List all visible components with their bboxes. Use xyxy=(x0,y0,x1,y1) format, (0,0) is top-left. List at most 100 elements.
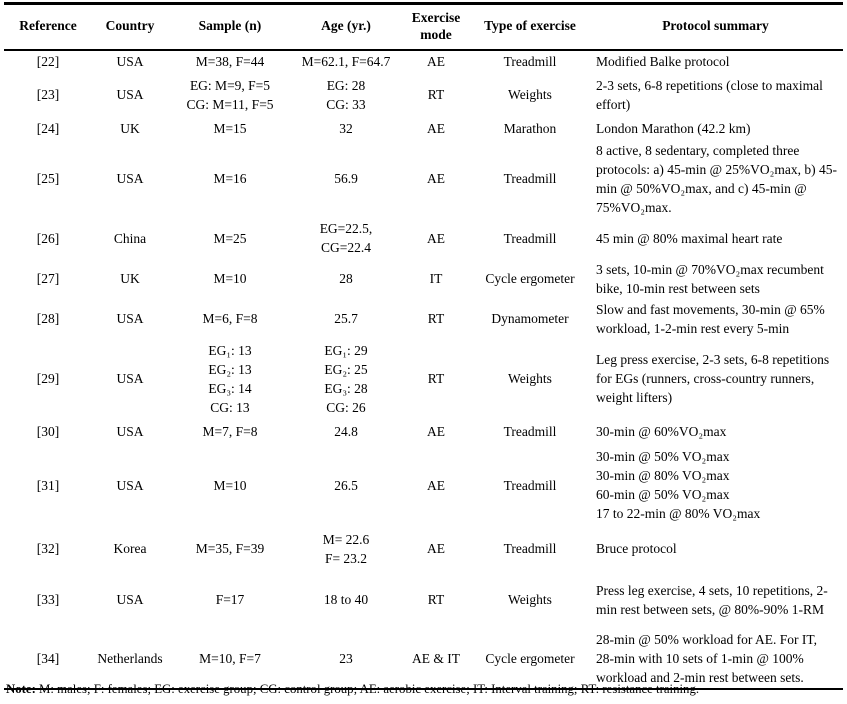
table-row: [34] Netherlands M=10, F=7 23 AE & IT Cy… xyxy=(4,629,843,689)
table-body: [22] USA M=38, F=44 M=62.1, F=64.7 AE Tr… xyxy=(4,50,843,689)
table-row: [24] UK M=15 32 AE Marathon London Marat… xyxy=(4,117,843,140)
col-header-sample: Sample (n) xyxy=(198,18,262,34)
cell-age: M= 22.6 F= 23.2 xyxy=(322,531,370,566)
cell-protocol-summary: 3 sets, 10-min @ 70%VO₂max recumbent bik… xyxy=(596,261,824,296)
cell-type-of-exercise: Treadmill xyxy=(503,230,557,246)
cell-sample: M=10 xyxy=(213,271,247,287)
cell-protocol-summary: Slow and fast movements, 30-min @ 65% wo… xyxy=(596,301,825,336)
cell-country: USA xyxy=(116,171,144,187)
cell-age: 56.9 xyxy=(334,171,358,187)
cell-reference: [29] xyxy=(36,371,60,387)
cell-age: 23 xyxy=(339,650,353,666)
cell-protocol-summary: 8 active, 8 sedentary, completed three p… xyxy=(596,142,837,215)
cell-age: 25.7 xyxy=(334,311,358,327)
table-row: [26] China M=25 EG=22.5, CG=22.4 AE Trea… xyxy=(4,218,843,259)
cell-country: Netherlands xyxy=(97,650,163,666)
cell-age: 32 xyxy=(339,120,353,136)
col-header-protocol-summary: Protocol summary xyxy=(662,18,769,34)
cell-exercise-mode: RT xyxy=(427,592,445,608)
cell-age: 18 to 40 xyxy=(323,592,369,608)
cell-type-of-exercise: Weights xyxy=(508,371,552,387)
cell-country: China xyxy=(113,230,147,246)
cell-exercise-mode: AE xyxy=(427,477,445,493)
cell-country: USA xyxy=(116,477,144,493)
cell-exercise-mode: RT xyxy=(427,311,445,327)
cell-type-of-exercise: Dynamometer xyxy=(491,311,569,327)
cell-protocol-summary: 45 min @ 80% maximal heart rate xyxy=(596,230,783,246)
cell-sample: EG₁: 13 EG₂: 13 EG₃: 14 CG: 13 xyxy=(208,342,252,415)
cell-exercise-mode: AE xyxy=(427,230,445,246)
cell-sample: F=17 xyxy=(215,592,245,608)
cell-reference: [33] xyxy=(36,592,60,608)
cell-reference: [27] xyxy=(36,271,60,287)
col-header-age: Age (yr.) xyxy=(321,18,371,34)
cell-reference: [22] xyxy=(36,54,60,70)
cell-type-of-exercise: Treadmill xyxy=(503,171,557,187)
cell-sample: EG: M=9, F=5 CG: M=11, F=5 xyxy=(186,77,274,112)
header-row: Reference Country Sample (n) Age (yr.) E… xyxy=(4,4,843,50)
cell-protocol-summary: London Marathon (42.2 km) xyxy=(596,120,751,136)
cell-protocol-summary: Press leg exercise, 4 sets, 10 repetitio… xyxy=(596,582,828,617)
cell-type-of-exercise: Treadmill xyxy=(503,541,557,557)
cell-country: USA xyxy=(116,423,144,439)
table-row: [32] Korea M=35, F=39 M= 22.6 F= 23.2 AE… xyxy=(4,527,843,571)
cell-sample: M=38, F=44 xyxy=(195,54,265,70)
cell-type-of-exercise: Marathon xyxy=(503,120,557,136)
cell-type-of-exercise: Weights xyxy=(508,592,552,608)
cell-reference: [23] xyxy=(36,87,60,103)
cell-country: UK xyxy=(120,120,140,136)
cell-exercise-mode: AE xyxy=(427,171,445,187)
cell-exercise-mode: AE xyxy=(427,423,445,439)
cell-sample: M=35, F=39 xyxy=(195,541,265,557)
col-header-country: Country xyxy=(105,18,155,34)
cell-type-of-exercise: Treadmill xyxy=(503,54,557,70)
cell-country: USA xyxy=(116,371,144,387)
cell-sample: M=16 xyxy=(213,171,247,187)
cell-reference: [31] xyxy=(36,477,60,493)
cell-type-of-exercise: Treadmill xyxy=(503,477,557,493)
col-header-reference: Reference xyxy=(19,18,77,34)
cell-exercise-mode: AE xyxy=(427,54,445,70)
cell-age: 24.8 xyxy=(334,423,358,439)
cell-country: USA xyxy=(116,87,144,103)
table-row: [22] USA M=38, F=44 M=62.1, F=64.7 AE Tr… xyxy=(4,50,843,73)
cell-protocol-summary: 30-min @ 60%VO₂max xyxy=(596,423,727,439)
cell-reference: [30] xyxy=(36,423,60,439)
cell-sample: M=25 xyxy=(213,230,247,246)
cell-country: USA xyxy=(116,592,144,608)
table-footnote: Note: M: males; F: females; EG: exercise… xyxy=(6,681,841,698)
cell-age: 28 xyxy=(339,271,353,287)
table-row: [31] USA M=10 26.5 AE Treadmill 30-min @… xyxy=(4,444,843,527)
cell-exercise-mode: RT xyxy=(427,371,445,387)
cell-protocol-summary: 30-min @ 50% VO₂max 30-min @ 80% VO₂max … xyxy=(596,449,761,522)
cell-reference: [25] xyxy=(36,171,60,187)
cell-protocol-summary: 28-min @ 50% workload for AE. For IT, 28… xyxy=(596,631,818,685)
cell-type-of-exercise: Weights xyxy=(508,87,552,103)
cell-exercise-mode: AE xyxy=(427,541,445,557)
cell-sample: M=15 xyxy=(213,120,247,136)
cell-exercise-mode: RT xyxy=(427,87,445,103)
cell-sample: M=6, F=8 xyxy=(202,311,258,327)
cell-sample: M=10, F=7 xyxy=(199,650,261,666)
col-header-type-of-exercise: Type of exercise xyxy=(484,18,576,34)
cell-age: EG=22.5, CG=22.4 xyxy=(319,221,373,256)
cell-reference: [26] xyxy=(36,230,60,246)
study-table-container: Reference Country Sample (n) Age (yr.) E… xyxy=(4,2,843,690)
table-row: [33] USA F=17 18 to 40 RT Weights Press … xyxy=(4,571,843,629)
cell-reference: [34] xyxy=(36,650,60,666)
cell-exercise-mode: AE xyxy=(427,120,445,136)
cell-country: Korea xyxy=(113,541,147,557)
table-row: [25] USA M=16 56.9 AE Treadmill 8 active… xyxy=(4,140,843,218)
cell-age: EG₁: 29 EG₂: 25 EG₃: 28 CG: 26 xyxy=(324,342,368,415)
table-row: [27] UK M=10 28 IT Cycle ergometer 3 set… xyxy=(4,259,843,299)
cell-protocol-summary: Bruce protocol xyxy=(596,541,677,557)
table-row: [28] USA M=6, F=8 25.7 RT Dynamometer Sl… xyxy=(4,299,843,339)
cell-sample: M=10 xyxy=(213,477,247,493)
cell-exercise-mode: AE & IT xyxy=(412,650,460,666)
table-header: Reference Country Sample (n) Age (yr.) E… xyxy=(4,4,843,50)
cell-protocol-summary: Modified Balke protocol xyxy=(596,54,730,70)
cell-type-of-exercise: Treadmill xyxy=(503,423,557,439)
col-header-exercise-mode: Exercise mode xyxy=(411,10,461,42)
cell-sample: M=7, F=8 xyxy=(202,423,258,439)
